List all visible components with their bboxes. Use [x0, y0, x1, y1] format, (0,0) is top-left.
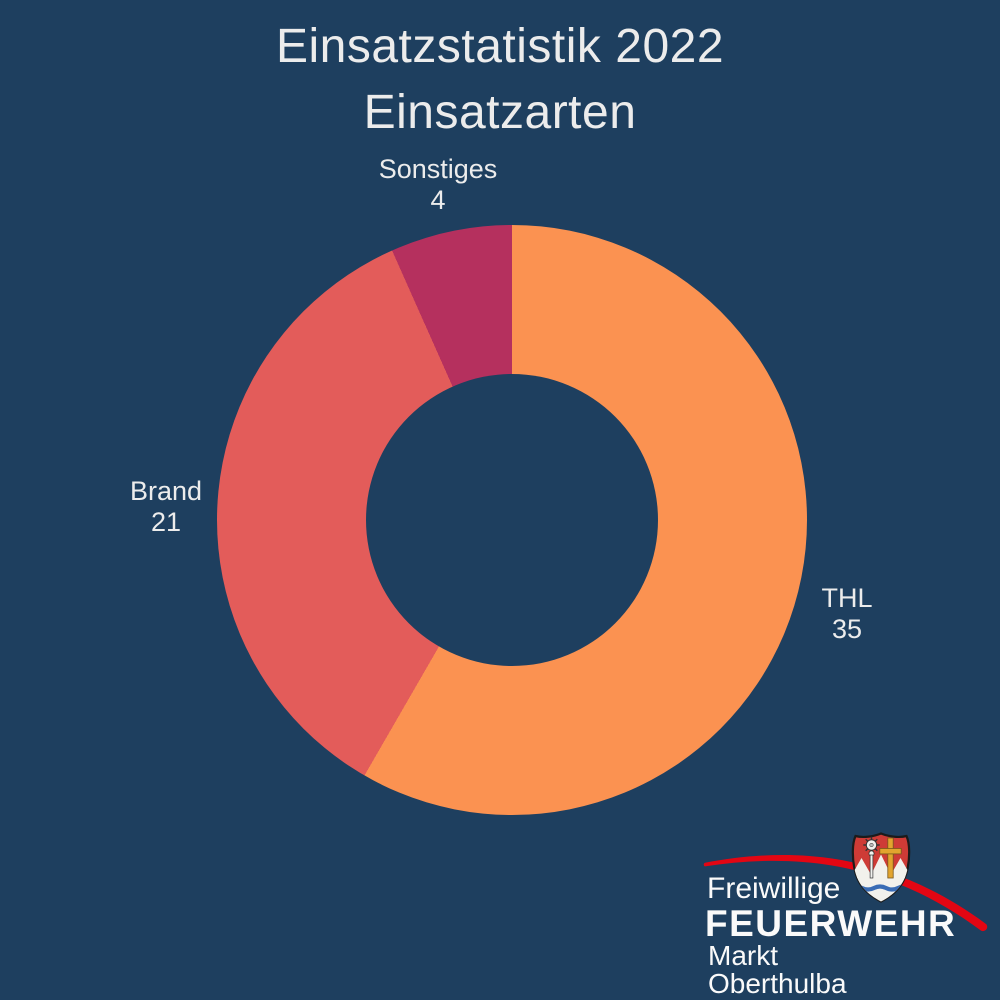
slice-value: 4: [430, 185, 446, 215]
slice-label-brand: Brand 21: [130, 476, 202, 538]
slice-name: THL: [821, 583, 873, 613]
slice-value: 35: [831, 614, 863, 644]
logo-text-freiwillige: Freiwillige: [707, 872, 841, 905]
slice-name: Sonstiges: [378, 154, 498, 184]
logo-text-markt-oberthulba: Markt Oberthulba: [708, 940, 847, 999]
slice-label-thl: THL 35: [821, 583, 872, 645]
chart-title: Einsatzstatistik 2022: [275, 20, 725, 73]
slice-value: 21: [150, 507, 182, 537]
chart-title-block: Einsatzstatistik 2022 Einsatzarten: [0, 14, 1000, 146]
coat-of-arms-icon: [851, 832, 911, 903]
slice-name: Brand: [129, 476, 203, 506]
logo-swoosh-icon: [703, 855, 988, 932]
logo-text-feuerwehr: FEUERWEHR: [705, 903, 957, 944]
chart-subtitle: Einsatzarten: [363, 86, 637, 139]
slice-label-sonstiges: Sonstiges 4: [379, 154, 498, 216]
donut-hole: [366, 374, 658, 666]
